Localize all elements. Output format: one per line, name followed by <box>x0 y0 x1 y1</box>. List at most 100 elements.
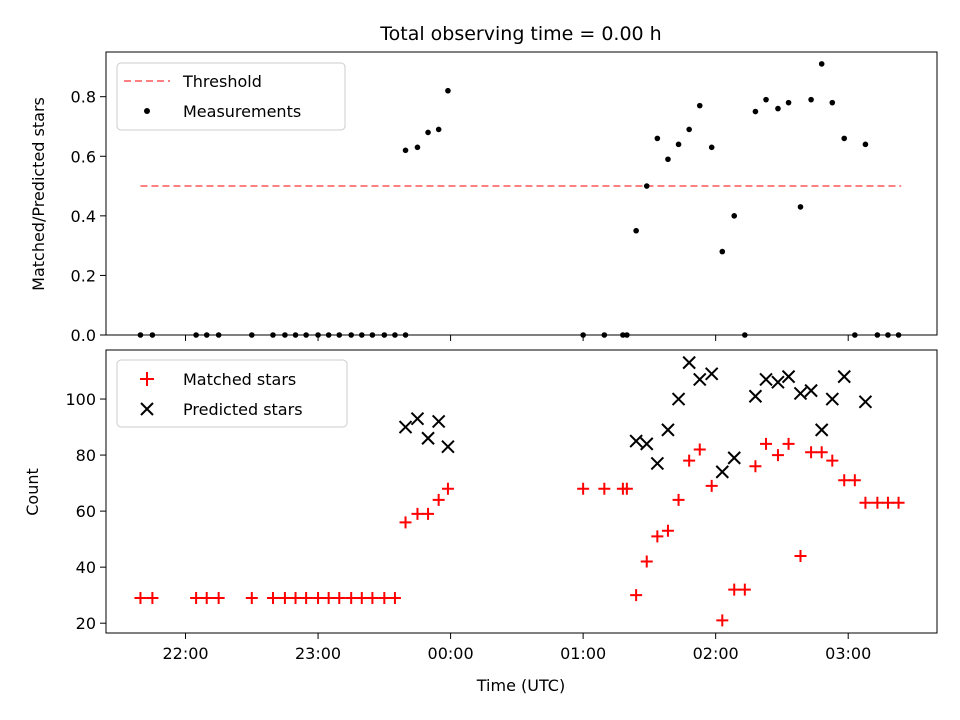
predicted-star-point <box>671 392 686 406</box>
predicted-star-point <box>793 386 808 401</box>
y-tick-label: 80 <box>76 446 96 465</box>
matched-star-point <box>278 591 291 604</box>
measurement-point <box>643 183 650 189</box>
measurement-point <box>654 135 661 142</box>
matched-star-point <box>794 549 807 562</box>
matched-star-point <box>190 591 203 604</box>
predicted-star-point <box>421 431 435 445</box>
predicted-star-point <box>825 392 840 406</box>
matched-star-point <box>300 591 313 604</box>
predicted-star-point <box>650 456 665 471</box>
predicted-star-point <box>682 355 696 370</box>
predicted-star-point <box>661 423 675 437</box>
matched-legend-swatch <box>140 372 154 386</box>
measurement-point <box>841 135 848 142</box>
predicted-star-point <box>781 369 796 384</box>
matched-star-point <box>705 479 718 492</box>
matched-star-point <box>245 591 258 604</box>
predicted-star-point <box>640 437 654 451</box>
counts-ticks: 20 40 60 80 100 22:00 23:00 00:00 01:00 02:00 03:0… <box>65 390 871 663</box>
y-tick-label: 0.2 <box>71 266 96 285</box>
measurement-point <box>696 102 703 109</box>
matched-star-point <box>620 482 633 495</box>
counts-data <box>134 355 905 627</box>
x-tick-label: 00:00 <box>428 644 474 663</box>
x-tick-label: 03:00 <box>825 644 871 663</box>
matched-star-point <box>640 555 653 568</box>
matched-star-point <box>881 496 894 509</box>
matched-star-point <box>815 446 828 459</box>
counts-legend-box <box>116 359 348 428</box>
matched-star-point <box>322 591 335 604</box>
predicted-star-point <box>727 451 741 465</box>
y-tick-label: 60 <box>76 502 96 521</box>
matched-star-point <box>289 591 302 604</box>
measurement-point <box>675 141 682 148</box>
ratio-legend-box <box>116 62 346 131</box>
measurement-point <box>731 213 738 219</box>
predicted-star-point <box>693 372 707 387</box>
matched-star-point <box>333 591 346 604</box>
counts-panel: 20 40 60 80 100 22:00 23:00 00:00 01:00 02:00 03:0… <box>23 349 938 663</box>
predicted-star-point <box>814 423 829 437</box>
measurement-point <box>818 61 825 67</box>
matched-star-point <box>378 591 391 604</box>
matched-star-point <box>672 493 685 506</box>
threshold-legend-label: Threshold <box>182 72 262 91</box>
predicted-star-point <box>759 372 773 387</box>
measurement-point <box>763 96 769 103</box>
x-tick-label: 22:00 <box>162 644 208 663</box>
matched-star-point <box>200 591 213 604</box>
predicted-star-point <box>629 434 643 448</box>
y-tick-label: 40 <box>76 558 96 577</box>
measurement-point <box>435 126 442 133</box>
matched-star-point <box>871 496 884 509</box>
ratio-axes-frame <box>105 51 938 336</box>
predicted-star-point <box>837 369 851 384</box>
y-tick-label: 0.0 <box>71 326 96 345</box>
matched-star-point <box>859 496 872 509</box>
y-tick-label: 20 <box>76 614 96 633</box>
measurement-point <box>719 248 726 255</box>
measurement-point <box>708 144 715 151</box>
matched-legend-label: Matched stars <box>183 370 296 389</box>
measurement-point <box>752 108 759 115</box>
predicted-legend-label: Predicted stars <box>183 400 303 419</box>
chart-title: Total observing time = 0.00 h <box>379 23 661 45</box>
measurement-point <box>445 87 451 94</box>
matched-star-point <box>134 591 147 604</box>
x-tick-label: 23:00 <box>295 644 341 663</box>
measurement-point <box>785 99 792 106</box>
matched-star-point <box>892 496 905 509</box>
matched-star-point <box>782 437 795 450</box>
matched-star-point <box>432 493 445 506</box>
matched-star-point <box>366 591 379 604</box>
matched-star-point <box>266 591 279 604</box>
matched-star-point <box>312 591 325 604</box>
matched-star-point <box>651 530 664 543</box>
ratio-y-axis-label: Matched/Predicted stars <box>29 97 48 291</box>
matched-star-point <box>422 507 435 520</box>
predicted-star-point <box>858 395 873 409</box>
measurements-legend-label: Measurements <box>183 102 301 121</box>
y-tick-label: 0.6 <box>71 147 96 166</box>
matched-star-point <box>771 449 784 462</box>
ratio-ticks: 0.0 0.2 0.4 0.6 0.8 <box>71 88 849 345</box>
y-tick-label: 100 <box>65 390 96 409</box>
measurement-point <box>402 147 409 154</box>
predicted-star-point <box>715 465 729 479</box>
matched-star-point <box>630 589 643 602</box>
matched-star-point <box>598 482 611 495</box>
counts-legend: Matched stars Predicted stars <box>116 359 348 428</box>
measurement-point <box>414 144 421 151</box>
measurement-point <box>775 105 781 112</box>
predicted-star-point <box>771 375 785 389</box>
matched-star-point <box>683 454 696 467</box>
measurement-point <box>862 141 869 148</box>
matched-star-point <box>345 591 358 604</box>
x-tick-label: 02:00 <box>693 644 739 663</box>
counts-y-axis-label: Count <box>23 468 42 516</box>
matched-star-point <box>399 516 412 529</box>
y-tick-label: 0.8 <box>71 88 96 107</box>
